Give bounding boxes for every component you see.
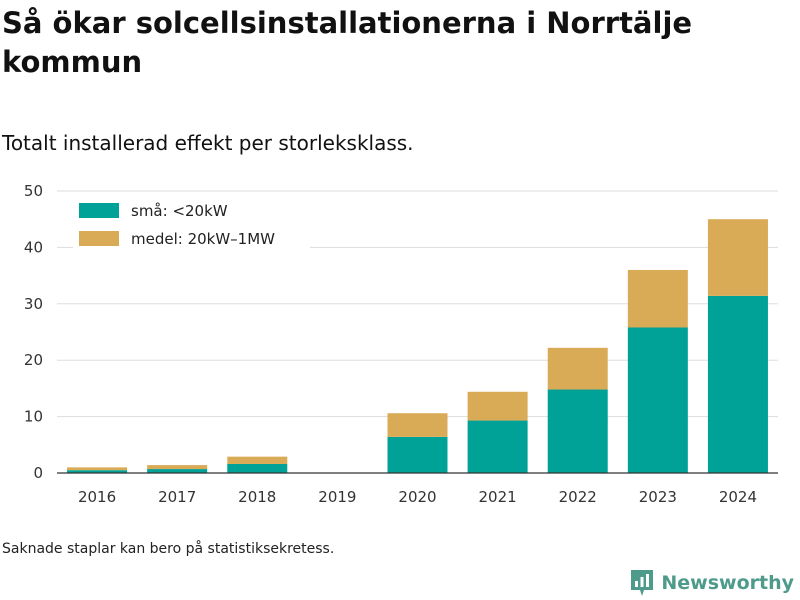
bar-sma-2018 bbox=[227, 463, 288, 473]
bar-sma-2023 bbox=[627, 327, 688, 473]
bar-sma-2017 bbox=[147, 469, 208, 473]
x-tick-label: 2020 bbox=[398, 488, 436, 506]
bar-medel-2024 bbox=[707, 219, 768, 296]
x-tick-label: 2024 bbox=[719, 488, 757, 506]
y-tick-label: 40 bbox=[24, 238, 43, 256]
legend-label: små: <20kW bbox=[131, 202, 228, 220]
footnote: Saknade staplar kan bero på statistiksek… bbox=[2, 541, 335, 557]
bar-medel-2022 bbox=[547, 347, 608, 390]
y-tick-label: 0 bbox=[33, 464, 43, 482]
bar-sma-2024 bbox=[707, 295, 768, 473]
bar-sma-2022 bbox=[547, 389, 608, 473]
bar-medel-2018 bbox=[227, 456, 288, 464]
newsworthy-logo-icon bbox=[631, 570, 654, 596]
y-tick-label: 30 bbox=[24, 295, 43, 313]
bar-medel-2016 bbox=[67, 467, 128, 471]
bar-chart: 0 10 20 30 40 50 2016 2017 2018 2019 2020 2021 2022 2… bbox=[24, 182, 778, 506]
x-tick-label: 2017 bbox=[158, 488, 196, 506]
bar-sma-2020 bbox=[387, 436, 448, 473]
x-tick-label: 2019 bbox=[318, 488, 356, 506]
chart-subtitle: Totalt installerad effekt per storlekskl… bbox=[2, 131, 414, 155]
x-tick-label: 2022 bbox=[559, 488, 597, 506]
y-tick-label: 20 bbox=[24, 351, 43, 369]
bar-medel-2020 bbox=[387, 413, 448, 437]
y-tick-label: 10 bbox=[24, 408, 43, 426]
legend-swatch bbox=[79, 231, 119, 246]
y-tick-label: 50 bbox=[24, 182, 43, 200]
bar-sma-2016 bbox=[67, 470, 128, 473]
bar-medel-2017 bbox=[147, 465, 208, 470]
x-tick-label: 2018 bbox=[238, 488, 276, 506]
bar-medel-2023 bbox=[627, 269, 688, 328]
legend-label: medel: 20kW–1MW bbox=[131, 230, 275, 248]
brand-name: Newsworthy bbox=[661, 572, 794, 594]
chart-title: Så ökar solcellsinstallationerna i Norrt… bbox=[2, 6, 693, 79]
brand: Newsworthy bbox=[629, 567, 794, 599]
legend-swatch bbox=[79, 203, 119, 218]
bar-medel-2021 bbox=[467, 391, 528, 421]
x-tick-label: 2023 bbox=[639, 488, 677, 506]
x-tick-label: 2016 bbox=[78, 488, 116, 506]
x-tick-label: 2021 bbox=[479, 488, 517, 506]
bar-sma-2021 bbox=[467, 420, 528, 473]
